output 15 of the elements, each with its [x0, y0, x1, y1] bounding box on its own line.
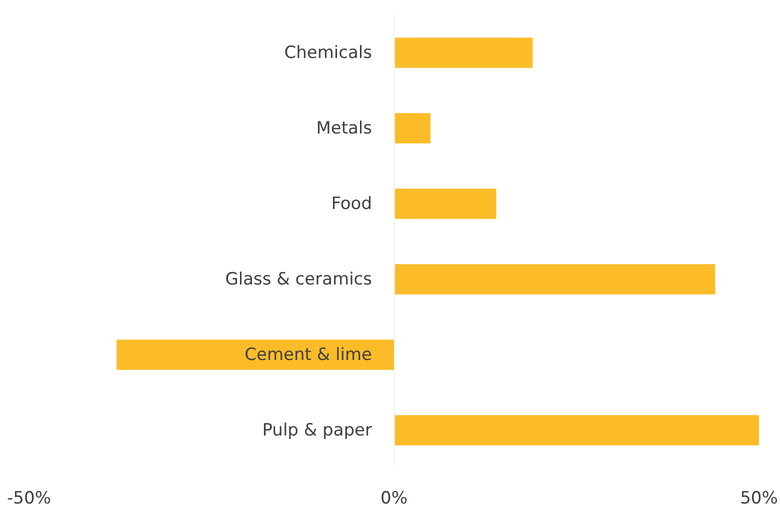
x-tick-label: 0%	[380, 488, 408, 508]
bar	[116, 340, 394, 370]
bar	[394, 264, 716, 294]
bar	[394, 38, 533, 68]
y-tick-label: Pulp & paper	[262, 420, 372, 440]
y-tick-label: Glass & ceramics	[225, 269, 372, 290]
bar	[394, 113, 430, 144]
y-tick-label: Chemicals	[284, 42, 372, 63]
bar	[394, 188, 496, 219]
x-tick-label: -50%	[7, 488, 51, 508]
y-tick-label: Metals	[316, 118, 372, 138]
bar	[394, 415, 759, 446]
y-tick-label: Food	[331, 194, 372, 214]
x-tick-label: 50%	[740, 488, 778, 508]
y-tick-label: Cement & lime	[244, 344, 372, 365]
